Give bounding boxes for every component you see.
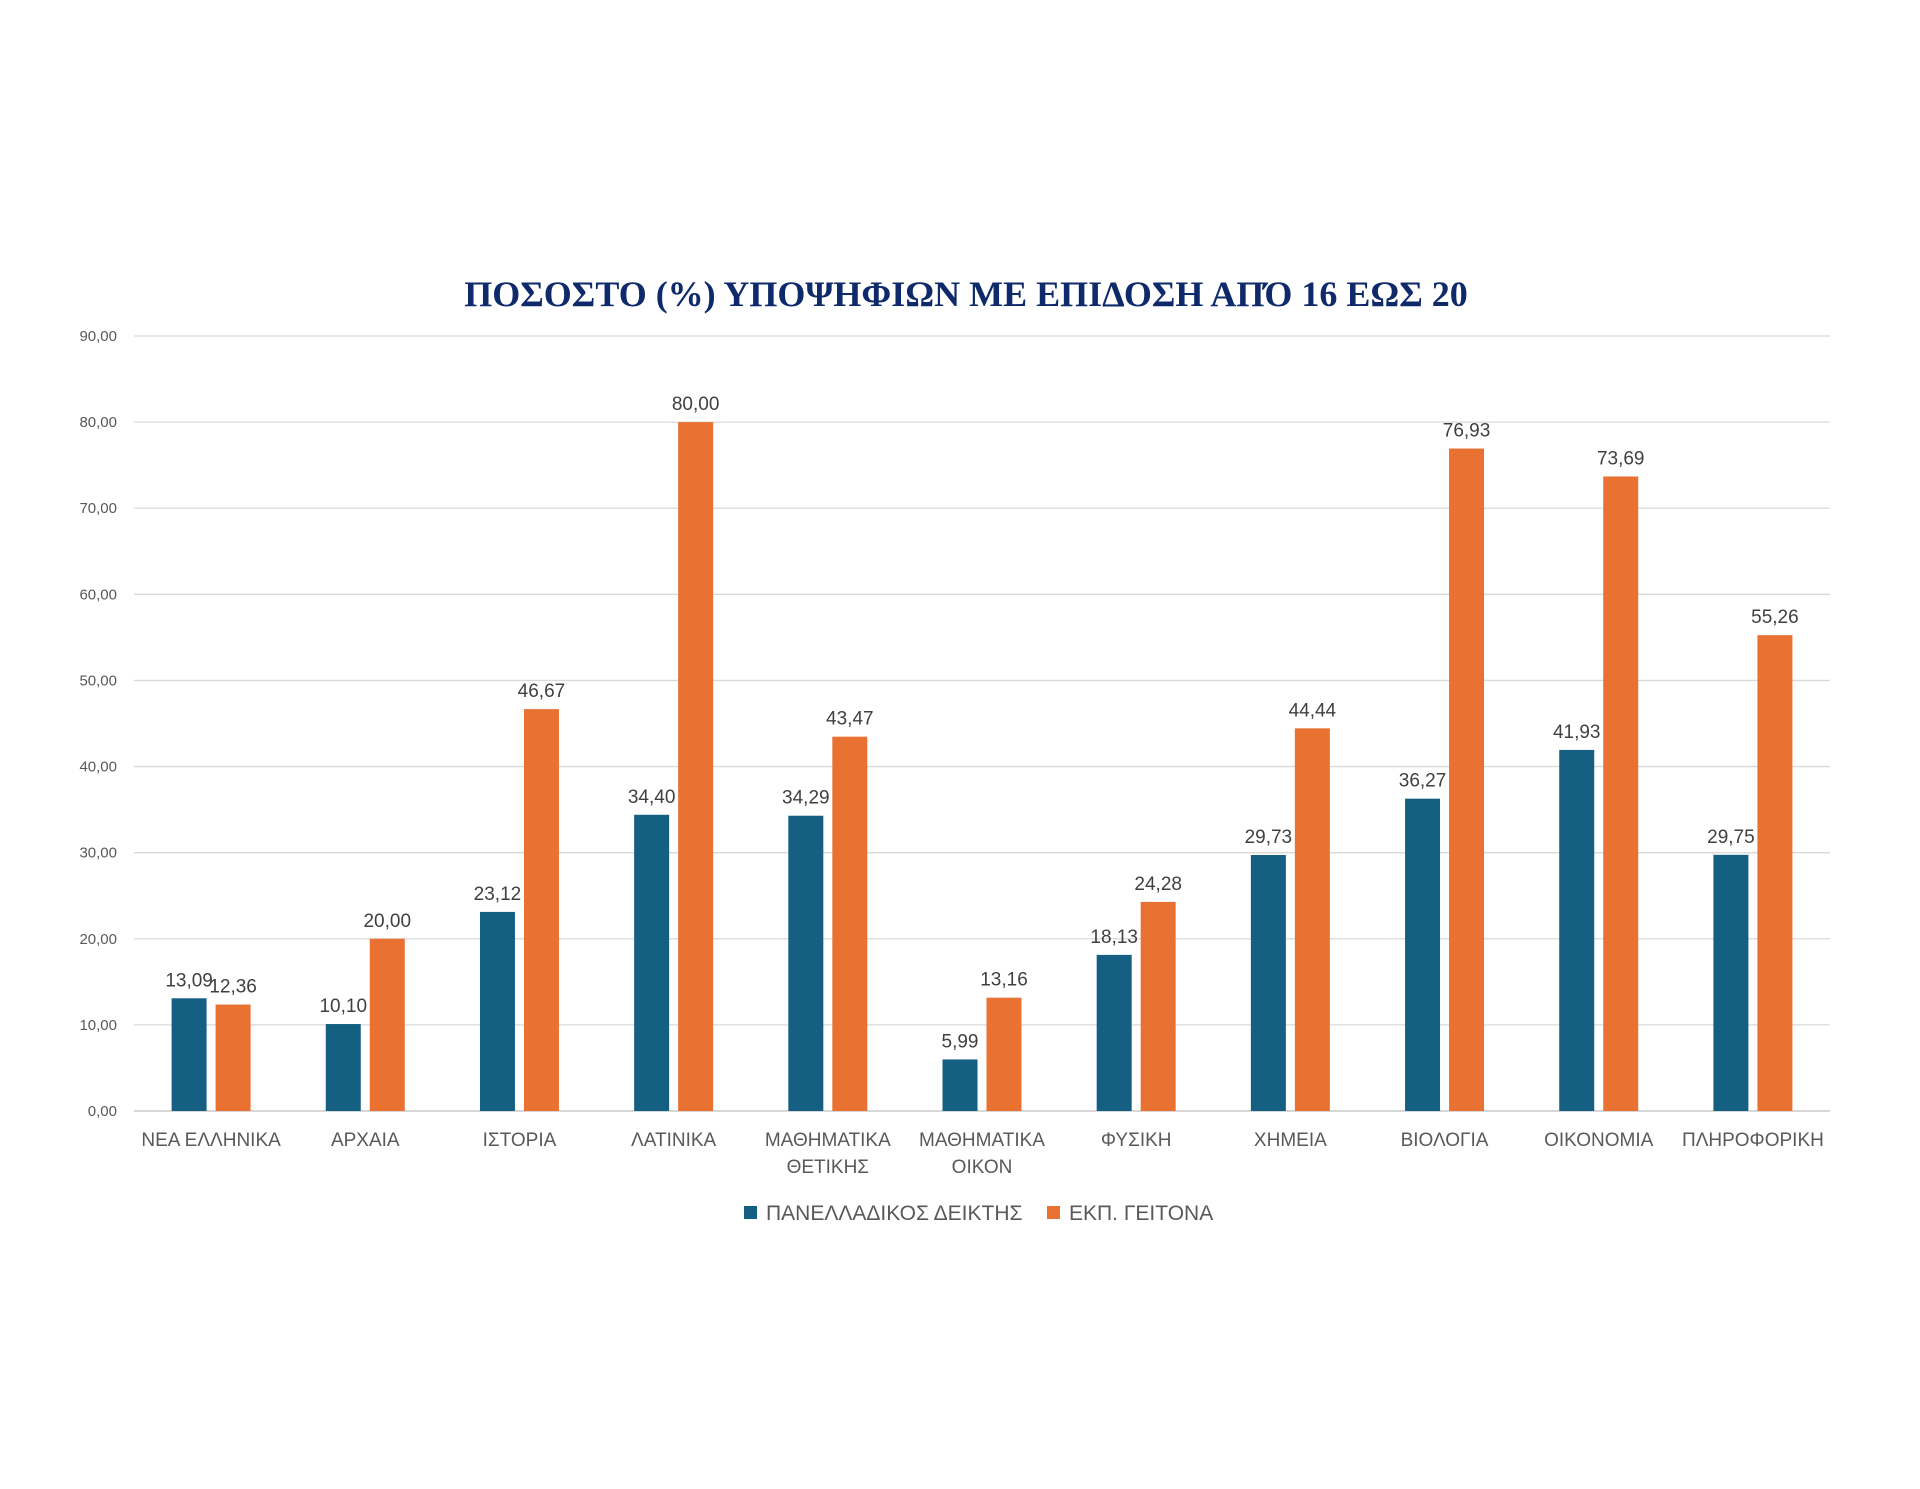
- category-label: ΦΥΣΙΚΗ: [1101, 1130, 1172, 1151]
- y-tick-label: 10,00: [79, 1017, 117, 1034]
- data-label: 12,36: [209, 977, 257, 998]
- data-label: 44,44: [1289, 700, 1337, 721]
- bar-school-7: [1294, 728, 1330, 1111]
- bar-school-0: [215, 1004, 251, 1111]
- y-tick-label: 20,00: [79, 931, 117, 948]
- data-label: 43,47: [826, 709, 874, 730]
- bar-national-0: [171, 998, 207, 1111]
- bar-national-9: [1559, 749, 1595, 1111]
- y-tick-label: 40,00: [79, 759, 117, 776]
- data-label: 76,93: [1443, 421, 1491, 442]
- gridlines: [134, 335, 1830, 1112]
- y-tick-label: 80,00: [79, 414, 117, 431]
- category-label: ΟΙΚΟΝ: [952, 1157, 1013, 1178]
- y-tick-label: 70,00: [79, 500, 117, 517]
- bar-school-1: [369, 938, 405, 1111]
- bar-national-10: [1713, 854, 1749, 1111]
- bar-national-7: [1250, 854, 1286, 1111]
- category-label: ΧΗΜΕΙΑ: [1254, 1130, 1327, 1151]
- legend-label: ΕΚΠ. ΓΕΙΤΟΝΑ: [1069, 1202, 1213, 1225]
- data-label: 41,93: [1553, 722, 1601, 743]
- y-tick-label: 90,00: [79, 328, 117, 345]
- data-label: 29,75: [1707, 827, 1755, 848]
- data-label: 5,99: [942, 1031, 979, 1052]
- bar-national-3: [634, 814, 670, 1111]
- data-label: 24,28: [1134, 874, 1182, 895]
- bar-school-10: [1757, 635, 1793, 1111]
- data-label: 46,67: [518, 681, 566, 702]
- y-tick-label: 0,00: [88, 1103, 117, 1120]
- y-tick-label: 60,00: [79, 586, 117, 603]
- category-label: ΜΑΘΗΜΑΤΙΚΑ: [919, 1130, 1045, 1151]
- category-label: ΙΣΤΟΡΙΑ: [483, 1130, 557, 1151]
- data-label: 29,73: [1245, 827, 1293, 848]
- data-label: 34,40: [628, 787, 676, 808]
- bar-national-1: [325, 1024, 361, 1111]
- bar-school-3: [678, 422, 714, 1112]
- data-label: 13,16: [980, 970, 1028, 991]
- bars: [171, 422, 1793, 1112]
- data-label: 23,12: [474, 884, 522, 905]
- category-label: ΒΙΟΛΟΓΙΑ: [1401, 1130, 1489, 1151]
- bar-national-4: [788, 815, 824, 1111]
- category-label: ΠΛΗΡΟΦΟΡΙΚΗ: [1682, 1130, 1824, 1151]
- bar-national-8: [1405, 798, 1441, 1111]
- bar-national-2: [479, 911, 515, 1111]
- x-axis-categories: ΝΕΑ ΕΛΛΗΝΙΚΑ ΑΡΧΑΙΑ ΙΣΤΟΡΙΑ ΛΑΤΙΝΙΚΑ ΜΑΘΗΜΑΤ…: [141, 1130, 1823, 1178]
- legend-label: ΠΑΝΕΛΛΑΔΙΚΟΣ ΔΕΙΚΤΗΣ: [766, 1202, 1022, 1225]
- bar-school-9: [1603, 476, 1639, 1111]
- data-label: 34,29: [782, 788, 830, 809]
- legend-swatch: [744, 1206, 757, 1219]
- data-label: 55,26: [1751, 607, 1799, 628]
- category-label: ΟΙΚΟΝΟΜΙΑ: [1544, 1130, 1654, 1151]
- category-label: ΘΕΤΙΚΗΣ: [787, 1157, 869, 1178]
- chart-title: ΠΟΣΟΣΤΟ (%) ΥΠΟΨΗΦΙΩΝ ΜΕ ΕΠΙΔΟΣΗ ΑΠΌ 16 …: [464, 274, 1468, 314]
- bar-school-8: [1449, 448, 1485, 1111]
- data-label: 80,00: [672, 394, 720, 415]
- legend: ΠΑΝΕΛΛΑΔΙΚΟΣ ΔΕΙΚΤΗΣ ΕΚΠ. ΓΕΙΤΟΝΑ: [744, 1202, 1213, 1225]
- bar-national-6: [1096, 954, 1132, 1111]
- data-label: 10,10: [319, 996, 367, 1017]
- bar-school-2: [523, 709, 559, 1111]
- bar-national-5: [942, 1059, 978, 1111]
- y-axis-ticks: 0,00 10,00 20,00 30,00 40,00 50,00 60,00 70,00 8…: [79, 328, 117, 1120]
- data-label: 20,00: [363, 911, 411, 932]
- data-label: 18,13: [1090, 927, 1138, 948]
- category-label: ΝΕΑ ΕΛΛΗΝΙΚΑ: [141, 1130, 281, 1151]
- bar-school-5: [986, 997, 1022, 1111]
- data-label: 13,09: [165, 970, 213, 991]
- data-label: 36,27: [1399, 771, 1447, 792]
- data-label: 73,69: [1597, 448, 1645, 469]
- category-label: ΛΑΤΙΝΙΚΑ: [631, 1130, 717, 1151]
- bar-school-4: [832, 736, 868, 1111]
- bar-school-6: [1140, 901, 1176, 1111]
- y-tick-label: 30,00: [79, 845, 117, 862]
- category-label: ΑΡΧΑΙΑ: [331, 1130, 400, 1151]
- category-label: ΜΑΘΗΜΑΤΙΚΑ: [765, 1130, 891, 1151]
- legend-swatch: [1047, 1206, 1060, 1219]
- y-tick-label: 50,00: [79, 672, 117, 689]
